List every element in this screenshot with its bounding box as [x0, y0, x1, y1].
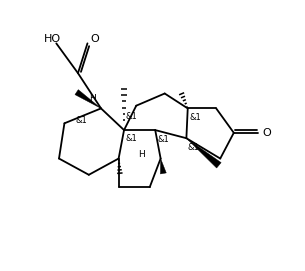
Text: &1: &1 — [75, 116, 87, 125]
Text: &1: &1 — [188, 143, 199, 152]
Text: &1: &1 — [125, 134, 137, 143]
Text: O: O — [262, 128, 271, 138]
Text: H: H — [89, 94, 96, 104]
Text: HO: HO — [44, 34, 61, 44]
Text: &1: &1 — [157, 135, 169, 144]
Text: &1: &1 — [125, 112, 137, 121]
Text: H: H — [138, 150, 145, 159]
Polygon shape — [160, 159, 166, 174]
Text: O: O — [90, 34, 99, 44]
Text: &1: &1 — [189, 113, 201, 122]
Polygon shape — [75, 90, 101, 108]
Polygon shape — [186, 138, 221, 168]
